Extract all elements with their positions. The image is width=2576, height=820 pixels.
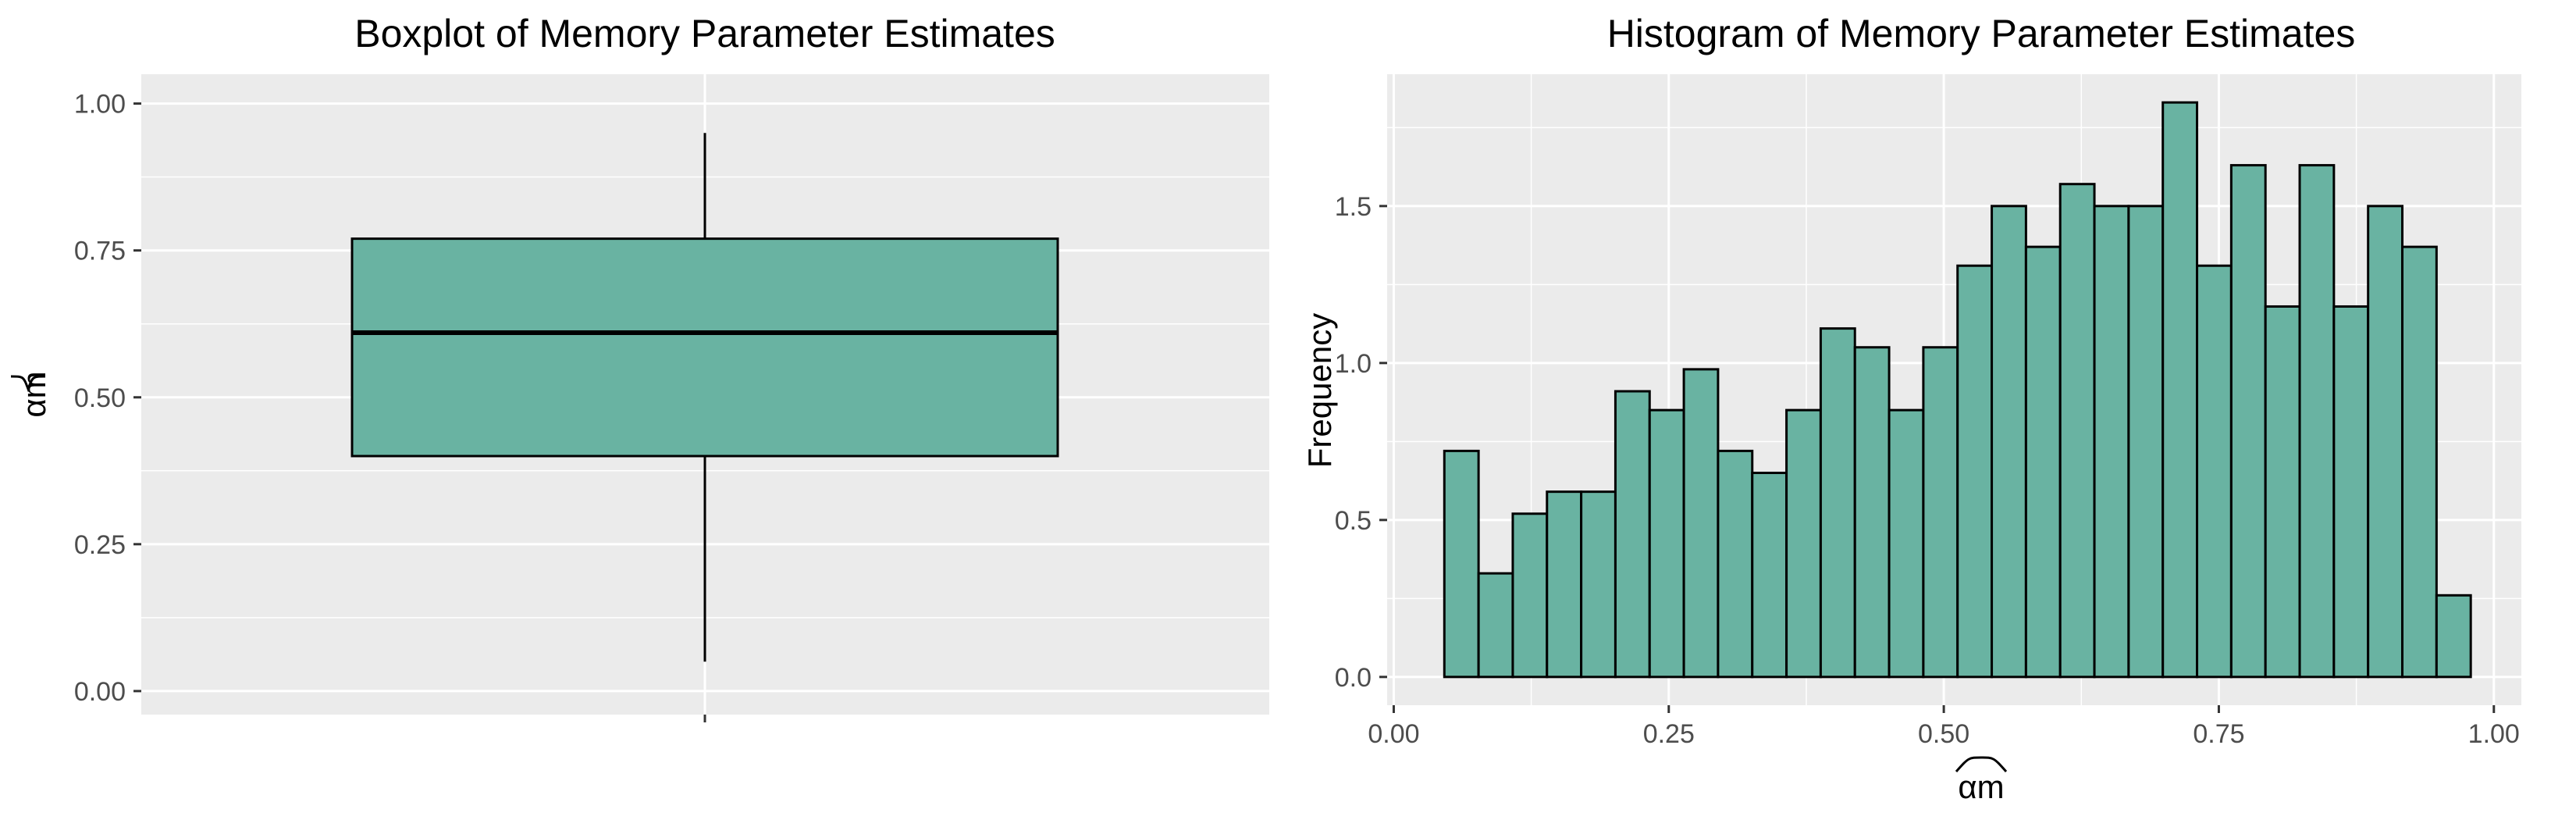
histogram-bar (2332, 305, 2370, 679)
histogram-y-tick-label: 0.5 (1335, 506, 1372, 536)
histogram-bar (1888, 408, 1925, 679)
boxplot-box (350, 237, 1059, 458)
boxplot-y-tick-label: 1.00 (74, 90, 126, 119)
histogram-bar (1991, 205, 2027, 679)
histogram-bar (2127, 205, 2165, 679)
histogram-bar (1922, 346, 1959, 679)
histogram-bar (2196, 264, 2233, 679)
histogram-y-ticks: 0.0 0.5 1.0 1.5 (1335, 192, 1387, 693)
histogram-x-axis-label: αm (1958, 768, 2004, 805)
histogram-bar (2024, 245, 2062, 679)
histogram-bar (1853, 346, 1891, 679)
histogram-bar (2229, 164, 2267, 679)
boxplot-y-tick-label: 0.75 (74, 237, 126, 266)
histogram-bar (1648, 408, 1685, 679)
histogram-bar (1546, 490, 1583, 679)
histogram-bar (2093, 205, 2130, 679)
histogram-x-label-hat (1955, 756, 2008, 772)
histogram-bar (2401, 245, 2438, 679)
histogram-bar (2264, 305, 2301, 679)
histogram-x-ticks: 0.00 0.25 0.50 0.75 1.00 (1368, 705, 2520, 749)
histogram-x-tick-label: 1.00 (2468, 719, 2520, 749)
boxplot-y-tick-label: 0.25 (74, 530, 126, 560)
histogram-bar (1751, 472, 1788, 679)
histogram-bar (1511, 512, 1549, 679)
histogram-bar (2435, 594, 2472, 679)
histogram-bar (1682, 368, 1720, 679)
histogram-y-tick-label: 0.0 (1335, 663, 1372, 693)
histogram-x-tick-label: 0.25 (1643, 719, 1695, 749)
histogram-x-tick-label: 0.50 (1918, 719, 1969, 749)
histogram-bar (1956, 264, 1994, 679)
boxplot-title: Boxplot of Memory Parameter Estimates (354, 12, 1055, 55)
histogram-bar (2298, 164, 2336, 679)
histogram-bars (1443, 101, 2472, 679)
histogram-x-tick-label: 0.75 (2193, 719, 2244, 749)
histogram-bar (1443, 449, 1480, 679)
histogram-bar (2367, 205, 2404, 679)
histogram-bar (1614, 390, 1651, 679)
histogram-y-axis-label: Frequency (1301, 313, 1338, 468)
histogram-bar (2058, 183, 2096, 679)
histogram-y-tick-label: 1.0 (1335, 349, 1372, 379)
boxplot-y-ticks: 0.00 0.25 0.50 0.75 1.00 (74, 90, 706, 722)
boxplot-y-tick-label: 0.50 (74, 383, 126, 413)
histogram-chart: Histogram of Memory Parameter Estimates … (1301, 12, 2521, 805)
boxplot-y-tick-label: 0.00 (74, 677, 126, 707)
histogram-y-tick-label: 1.5 (1335, 192, 1372, 222)
boxplot-y-label-hat (10, 375, 46, 393)
histogram-bar (1785, 408, 1822, 679)
histogram-title: Histogram of Memory Parameter Estimates (1607, 12, 2356, 55)
histogram-x-tick-label: 0.00 (1368, 719, 1419, 749)
boxplot-chart: Boxplot of Memory Parameter Estimates 0.… (10, 12, 1269, 722)
histogram-bar (1580, 490, 1617, 679)
histogram-bar (1717, 449, 1754, 679)
boxplot-marks (350, 133, 1059, 662)
histogram-bar (2161, 101, 2199, 679)
histogram-bar (1819, 327, 1856, 679)
histogram-bar (1477, 572, 1514, 679)
